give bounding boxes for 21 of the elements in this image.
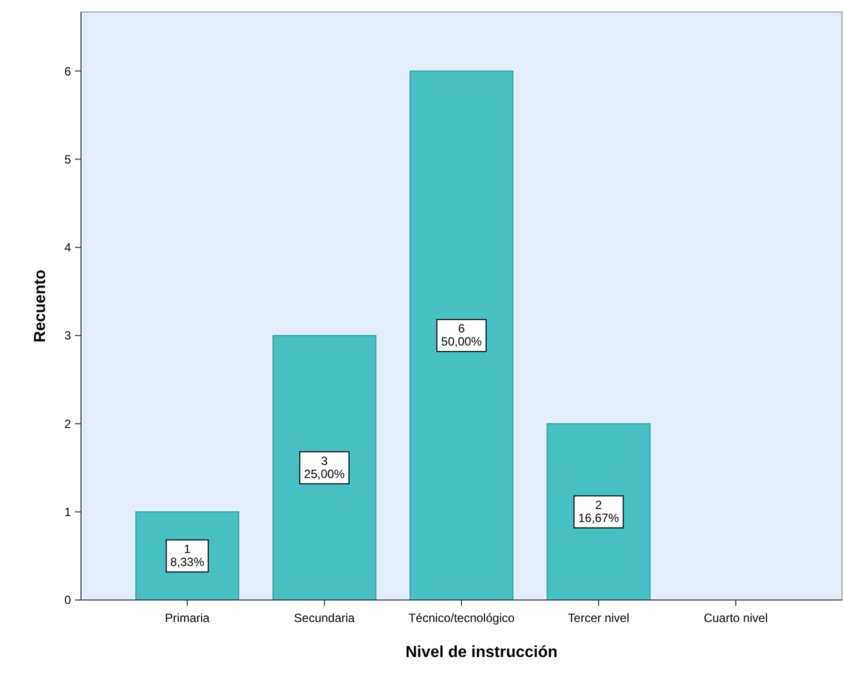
y-tick-label: 4 <box>64 240 72 255</box>
x-tick-label: Técnico/tecnológico <box>408 611 515 625</box>
x-tick-label: Primaria <box>164 611 210 625</box>
data-label: 1 8,33% <box>170 542 205 569</box>
data-label: 2 16,67% <box>578 498 620 525</box>
y-tick-label: 3 <box>64 328 72 343</box>
y-tick-label: 0 <box>64 593 72 608</box>
data-label: 3 25,00% <box>304 454 346 481</box>
bar <box>546 423 651 600</box>
y-tick-label: 1 <box>64 505 72 520</box>
bar <box>272 335 376 600</box>
x-tick-label: Secundaria <box>294 611 356 625</box>
y-tick-label: 5 <box>64 152 72 166</box>
bar <box>410 70 514 600</box>
x-tick-label: Cuarto nivel <box>704 611 768 625</box>
y-tick-label: 6 <box>64 64 72 78</box>
y-axis-title: Recuento <box>32 269 49 342</box>
y-tick-label: 2 <box>64 416 72 431</box>
data-label: 6 50,00% <box>441 322 482 349</box>
x-axis-title: Nivel de instrucción <box>405 644 558 661</box>
x-tick-label: Tercer nivel <box>568 611 630 625</box>
